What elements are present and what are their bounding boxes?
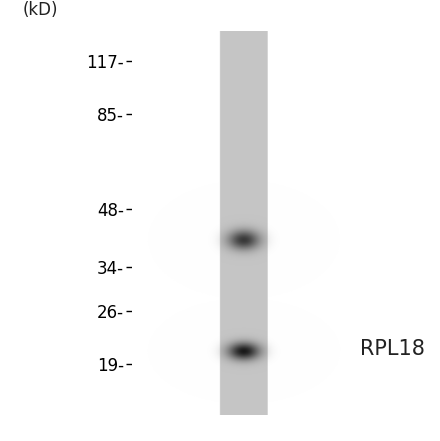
Text: RPL18: RPL18 (360, 339, 425, 359)
Bar (220, 31, 267, 415)
Text: (kD): (kD) (22, 1, 58, 19)
